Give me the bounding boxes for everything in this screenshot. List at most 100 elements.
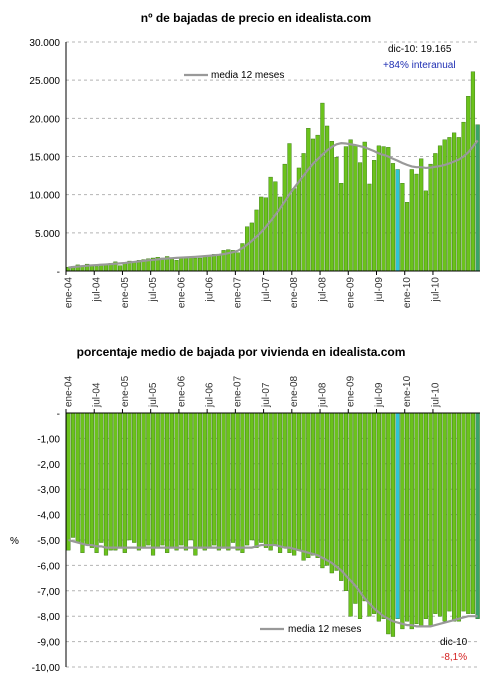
y-tick-label: -8,00	[37, 612, 60, 623]
x-tick-label: jul-10	[430, 277, 441, 303]
bar	[165, 412, 170, 553]
chart1-legend: media 12 meses	[184, 70, 284, 81]
bar	[80, 412, 85, 553]
bar	[343, 146, 349, 272]
chart2-annotation-label: dic-10	[440, 637, 468, 648]
bar	[254, 209, 259, 272]
bar	[357, 162, 363, 272]
chart2-moving-average-line	[68, 538, 478, 628]
chart2-legend: media 12 meses	[260, 624, 361, 635]
bar	[254, 412, 259, 548]
y-tick-label: 20.000	[29, 114, 60, 125]
bar	[329, 412, 334, 574]
bar	[174, 260, 179, 272]
chart1-moving-average-line	[68, 139, 479, 269]
bar	[94, 412, 99, 553]
bar	[320, 102, 325, 272]
bar	[183, 257, 189, 272]
bar	[334, 157, 339, 272]
bar	[315, 134, 320, 272]
bar	[245, 412, 250, 546]
chart1-x-ticks: ene-04 jul-04 ene-05 jul-05 ene-06 jul-06 ene-…	[63, 271, 441, 308]
bar	[296, 412, 301, 551]
bar	[273, 412, 278, 546]
bar	[202, 255, 207, 272]
bar	[141, 412, 146, 548]
y-tick-label: 25.000	[29, 76, 60, 87]
bar	[301, 412, 306, 561]
bar	[339, 412, 344, 581]
bar	[122, 412, 127, 553]
bar	[155, 412, 160, 548]
bar	[306, 412, 311, 558]
bar	[423, 190, 428, 272]
bar	[433, 153, 438, 272]
bar	[132, 261, 137, 272]
bar	[127, 412, 132, 541]
x-tick-label: ene-07	[233, 375, 244, 407]
bar	[240, 412, 245, 553]
bar	[212, 254, 217, 272]
x-tick-label: ene-06	[176, 277, 187, 309]
bar	[263, 412, 269, 548]
y-tick-label: -	[57, 409, 60, 420]
y-tick-label: 15.000	[29, 153, 60, 164]
x-tick-label: jul-07	[261, 277, 272, 303]
bar	[146, 412, 151, 546]
bar	[202, 412, 207, 551]
y-tick-label: -1,00	[37, 434, 60, 445]
bar	[367, 412, 372, 617]
bar	[428, 412, 433, 627]
chart2-annotation-value: -8,1%	[441, 652, 467, 663]
x-tick-label: ene-10	[402, 375, 413, 407]
bar	[259, 412, 264, 543]
bar	[423, 412, 428, 619]
bar	[409, 412, 414, 630]
bar	[433, 412, 438, 614]
bar	[118, 412, 123, 548]
x-tick-label: jul-05	[148, 382, 159, 408]
bar	[334, 412, 339, 571]
bar	[376, 412, 381, 622]
bar	[400, 183, 405, 272]
chart1-bars	[66, 71, 480, 272]
bar	[325, 125, 330, 272]
bar	[395, 169, 400, 272]
y-tick-label: 30.000	[29, 38, 60, 49]
bar	[348, 139, 353, 272]
y-tick-label: -10,00	[32, 663, 61, 674]
bar	[339, 183, 344, 272]
bar	[99, 412, 104, 543]
x-tick-label: jul-08	[317, 382, 328, 408]
x-tick-label: jul-08	[317, 277, 328, 303]
bar	[381, 146, 386, 272]
y-tick-label: -3,00	[37, 485, 60, 496]
bar	[437, 145, 443, 272]
bar	[207, 255, 212, 272]
bar	[390, 163, 396, 272]
bar	[466, 95, 471, 272]
bar	[395, 412, 400, 619]
bar	[442, 139, 447, 272]
y-tick-label: -	[57, 267, 60, 278]
x-tick-label: ene-10	[402, 277, 413, 309]
y-tick-label: -4,00	[37, 511, 60, 522]
y-tick-label: -7,00	[37, 587, 60, 598]
bar	[207, 412, 212, 548]
bar	[353, 144, 358, 272]
x-tick-label: ene-05	[120, 277, 131, 309]
bar	[357, 412, 363, 619]
bar	[89, 412, 94, 548]
bar	[136, 412, 141, 551]
chart1-annotation-value: dic-10: 19.165	[388, 44, 452, 55]
bar	[263, 197, 269, 272]
bar	[249, 222, 254, 272]
x-tick-label: jul-09	[374, 277, 385, 303]
bar	[277, 412, 283, 553]
bar	[212, 412, 217, 546]
chart1-y-ticks: 30.000 25.000 20.000 15.000 10.000 5.000 -	[29, 38, 60, 278]
y-tick-label: 5.000	[35, 229, 60, 240]
bar	[193, 257, 198, 272]
bar	[273, 181, 278, 272]
bar	[150, 412, 156, 556]
